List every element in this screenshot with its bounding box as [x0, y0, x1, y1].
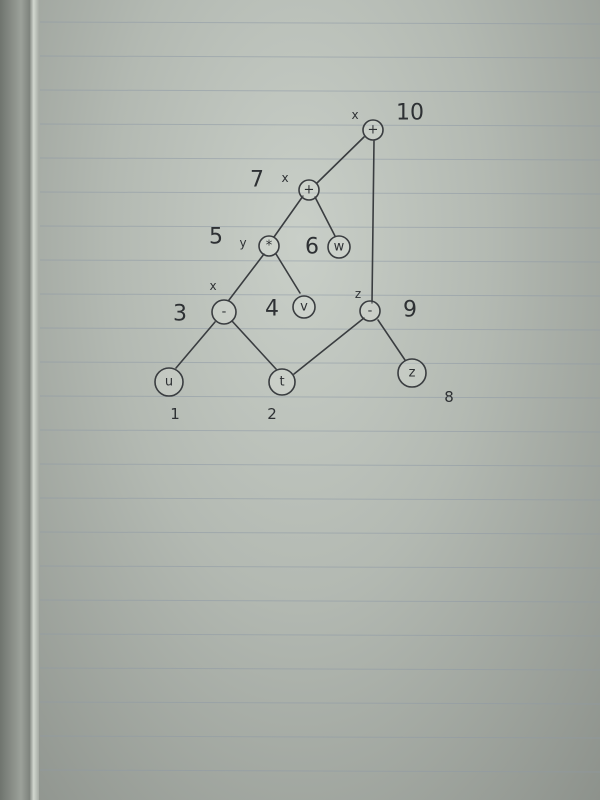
- ruled-line: [39, 497, 600, 501]
- node-operator: +: [368, 123, 379, 138]
- node-order-number: 7: [250, 168, 264, 193]
- ruled-line: [39, 667, 600, 671]
- ruled-line: [39, 429, 600, 433]
- ruled-line: [39, 701, 600, 705]
- tree-node-3: - 3 x: [173, 279, 237, 327]
- node-order-number: 1: [170, 405, 180, 423]
- ruled-line: [39, 633, 600, 637]
- notebook-margin-line: [30, 0, 39, 800]
- node-circle: [268, 368, 296, 396]
- edge-3-1: [175, 321, 216, 369]
- node-circle: [359, 300, 381, 322]
- edge-3-2: [231, 320, 277, 370]
- edge-9-8: [377, 319, 406, 361]
- ruled-line: [39, 769, 600, 773]
- tree-node-2: t 2: [267, 368, 296, 423]
- ruled-line: [39, 735, 600, 739]
- ruled-line: [39, 361, 600, 365]
- node-var-tag: x: [281, 171, 288, 185]
- node-circle: [327, 235, 351, 259]
- node-operator: z: [409, 366, 416, 381]
- ruled-line: [39, 157, 600, 161]
- node-operator: -: [222, 305, 227, 320]
- edge-5-4: [275, 253, 301, 294]
- node-circle: [258, 235, 280, 257]
- node-operator: *: [266, 239, 273, 254]
- tree-node-6: w 6: [305, 235, 351, 260]
- ruled-line: [39, 21, 600, 25]
- edge-7-6: [314, 196, 336, 237]
- ruled-lines: [39, 21, 600, 773]
- tree-node-4: v 4: [265, 295, 316, 322]
- ruled-line: [39, 327, 600, 331]
- node-operator: v: [300, 300, 308, 315]
- tree-edges: [175, 136, 406, 375]
- node-circle: [292, 295, 316, 319]
- node-circle: [362, 119, 384, 141]
- node-var-tag: x: [209, 279, 216, 293]
- edge-5-3: [228, 253, 265, 301]
- node-operator: t: [279, 375, 284, 390]
- node-var-tag: y: [239, 236, 246, 250]
- node-order-number: 8: [444, 388, 454, 406]
- node-var-tag: z: [355, 287, 361, 301]
- node-var-tag: x: [351, 108, 358, 122]
- notebook-page-edge: [0, 0, 30, 800]
- tree-node-8: z 8: [397, 358, 454, 406]
- node-order-number: 2: [267, 405, 277, 423]
- node-order-number: 5: [209, 225, 223, 250]
- tree-node-7: + 7 x: [250, 168, 320, 201]
- ruled-line: [39, 395, 600, 399]
- node-operator: u: [165, 375, 173, 390]
- edge-7-5: [273, 195, 304, 238]
- ruled-line: [39, 225, 600, 229]
- node-operator: w: [334, 240, 345, 255]
- node-order-number: 3: [173, 302, 187, 327]
- ruled-line: [39, 531, 600, 535]
- node-circle: [211, 299, 237, 325]
- edge-9-2: [293, 317, 365, 375]
- ruled-line: [39, 123, 600, 127]
- node-order-number: 9: [403, 298, 417, 323]
- node-order-number: 10: [396, 101, 424, 126]
- ruled-line: [39, 55, 600, 59]
- node-order-number: 4: [265, 297, 279, 322]
- node-circle: [154, 367, 184, 397]
- edge-10-9: [371, 140, 375, 304]
- ruled-line: [39, 565, 600, 569]
- tree-node-5: * 5 y: [209, 225, 280, 257]
- edge-10-7: [316, 136, 365, 184]
- ruled-line: [39, 463, 600, 467]
- node-circle: [397, 358, 427, 388]
- tree-node-10: + 10 x: [351, 101, 424, 141]
- ruled-line: [39, 259, 600, 263]
- tree-node-1: u 1: [154, 367, 184, 423]
- node-operator: +: [304, 183, 315, 198]
- ruled-line: [39, 191, 600, 195]
- tree-node-9: - 9 z: [355, 287, 417, 323]
- node-order-number: 6: [305, 235, 319, 260]
- ruled-line: [39, 599, 600, 603]
- node-circle: [298, 179, 320, 201]
- ruled-line: [39, 293, 600, 297]
- node-operator: -: [368, 304, 373, 319]
- ruled-line: [39, 89, 600, 93]
